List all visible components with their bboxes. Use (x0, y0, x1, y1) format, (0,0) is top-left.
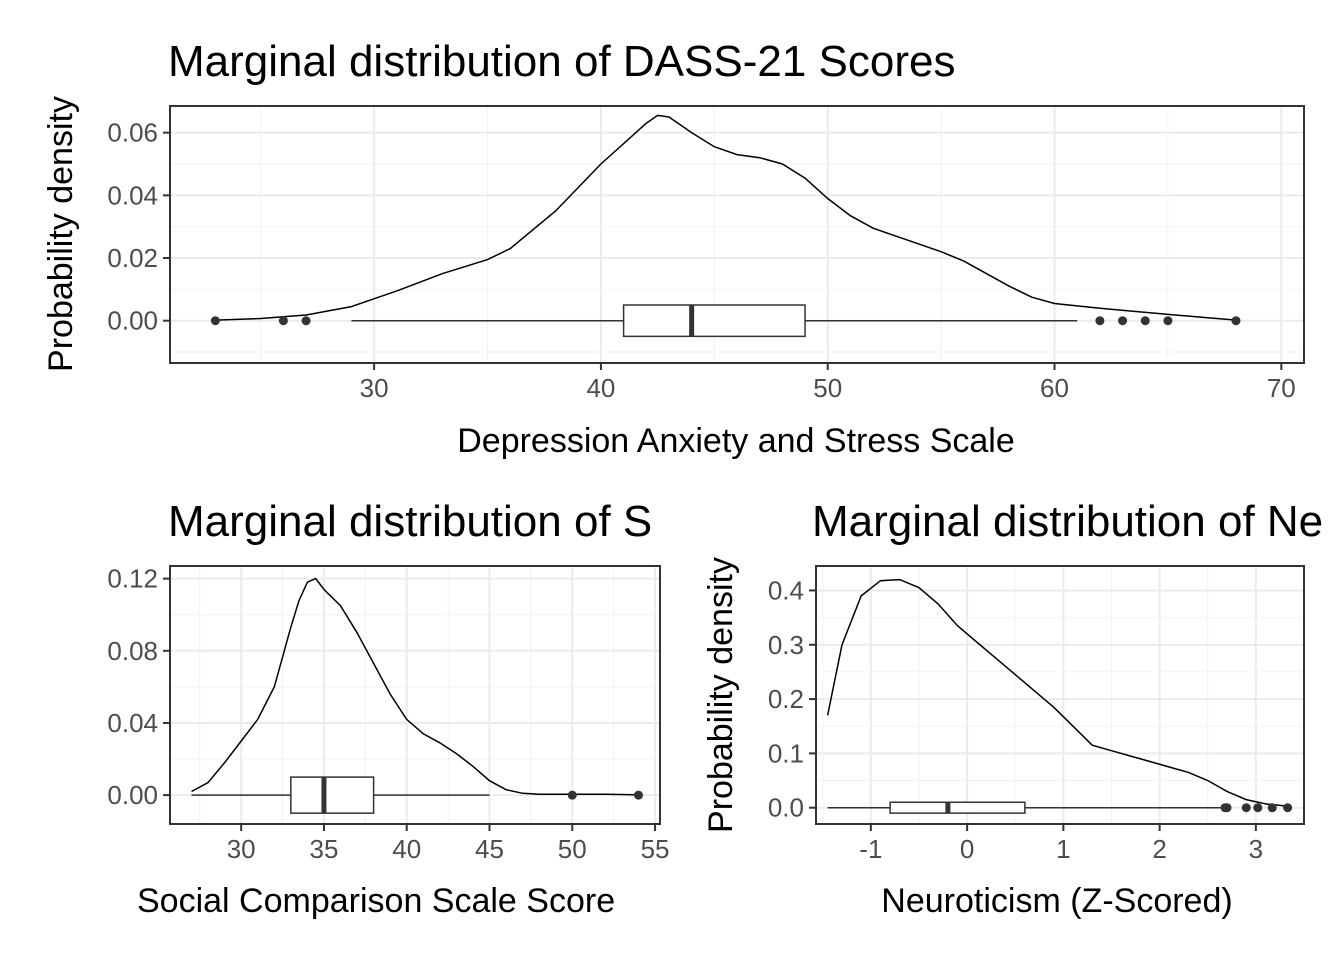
panel-border (169, 105, 1305, 364)
box-iqr (290, 776, 375, 814)
x-axis-title: Neuroticism (Z-Scored) (881, 882, 1232, 920)
x-tick-label: 45 (475, 834, 504, 864)
x-tick-label: 2 (1152, 834, 1166, 864)
outlier-point (1241, 803, 1251, 813)
x-axis-title: Depression Anxiety and Stress Scale (457, 422, 1015, 460)
x-tick-label: 3 (1249, 834, 1263, 864)
gridlines (816, 566, 1305, 824)
y-tick-label: 0.00 (107, 306, 158, 336)
chart-dass21: Marginal distribution of DASS-21 Scores … (42, 37, 1305, 460)
boxplot (827, 801, 1223, 814)
outlier-point (1231, 316, 1241, 326)
y-tick-label: 0.2 (768, 684, 804, 714)
y-tick-label: 0.4 (768, 575, 804, 605)
x-tick-label: 40 (586, 373, 615, 403)
outlier-point (1267, 803, 1277, 813)
outlier-point (1140, 316, 1150, 326)
plot-area: 30 35 40 45 50 55 0.00 0.04 0.08 0.12 (107, 564, 669, 864)
plot-area: -1 0 1 2 3 0.0 0.1 0.2 0.3 0.4 (768, 565, 1305, 864)
box-iqr (622, 304, 806, 338)
y-axis-title: Probability density (42, 557, 80, 833)
y-tick-label: 0.04 (107, 708, 158, 738)
y-tick-label: 0.06 (107, 118, 158, 148)
x-tick-label: 50 (558, 834, 587, 864)
x-axis-title: Social Comparison Scale Score (137, 882, 615, 920)
x-tick-label: 30 (360, 373, 389, 403)
y-tick-label: 0.08 (107, 636, 158, 666)
chart-title: Marginal distribution of DASS-21 Scores (168, 37, 955, 86)
x-tick-label: -1 (859, 834, 882, 864)
outlier-point (1118, 316, 1128, 326)
y-tick-label: 0.3 (768, 630, 804, 660)
x-tick-label: 0 (960, 834, 974, 864)
boxplot (191, 776, 490, 814)
outlier-point (1163, 316, 1173, 326)
density-curve (191, 577, 639, 796)
x-tick-label: 30 (227, 834, 256, 864)
x-tick-label: 50 (813, 373, 842, 403)
gridlines (170, 566, 660, 824)
outlier-point (567, 790, 577, 800)
y-tick-label: 0.12 (107, 564, 158, 594)
plot-area: 30 40 50 60 70 0.00 0.02 0.04 0.06 (107, 105, 1305, 403)
outlier-point (278, 316, 288, 326)
outlier-point (1253, 803, 1263, 813)
outlier-point (1283, 803, 1293, 813)
x-tick-label: 70 (1267, 373, 1296, 403)
y-tick-label: 0.00 (107, 780, 158, 810)
density-curve (215, 114, 1237, 321)
y-axis-title: Probability density (702, 557, 740, 833)
y-tick-label: 0.0 (768, 793, 804, 823)
outlier-point (301, 316, 311, 326)
chart-title: Marginal distribution of S (168, 497, 652, 546)
chart-title: Marginal distribution of Ne (812, 497, 1323, 546)
outlier-point (1095, 316, 1105, 326)
outlier-point (210, 316, 220, 326)
x-tick-label: 35 (309, 834, 338, 864)
boxplot (351, 304, 1078, 338)
y-axis-title: Probability density (42, 96, 80, 372)
x-tick-label: 55 (641, 834, 670, 864)
x-tick-label: 40 (392, 834, 421, 864)
y-tick-label: 0.04 (107, 180, 158, 210)
chart-neuroticism: Marginal distribution of Ne Neuroticism … (702, 497, 1323, 920)
chart-social-comparison: Marginal distribution of S Social Compar… (42, 497, 669, 920)
panel-border (169, 565, 661, 825)
outlier-point (1222, 803, 1232, 813)
density-curve (826, 578, 1288, 807)
outlier-point (633, 790, 643, 800)
y-tick-label: 0.02 (107, 243, 158, 273)
x-tick-label: 60 (1040, 373, 1069, 403)
panel-border (815, 565, 1305, 825)
x-tick-label: 1 (1056, 834, 1070, 864)
y-tick-label: 0.1 (768, 738, 804, 768)
box-iqr (889, 801, 1026, 814)
